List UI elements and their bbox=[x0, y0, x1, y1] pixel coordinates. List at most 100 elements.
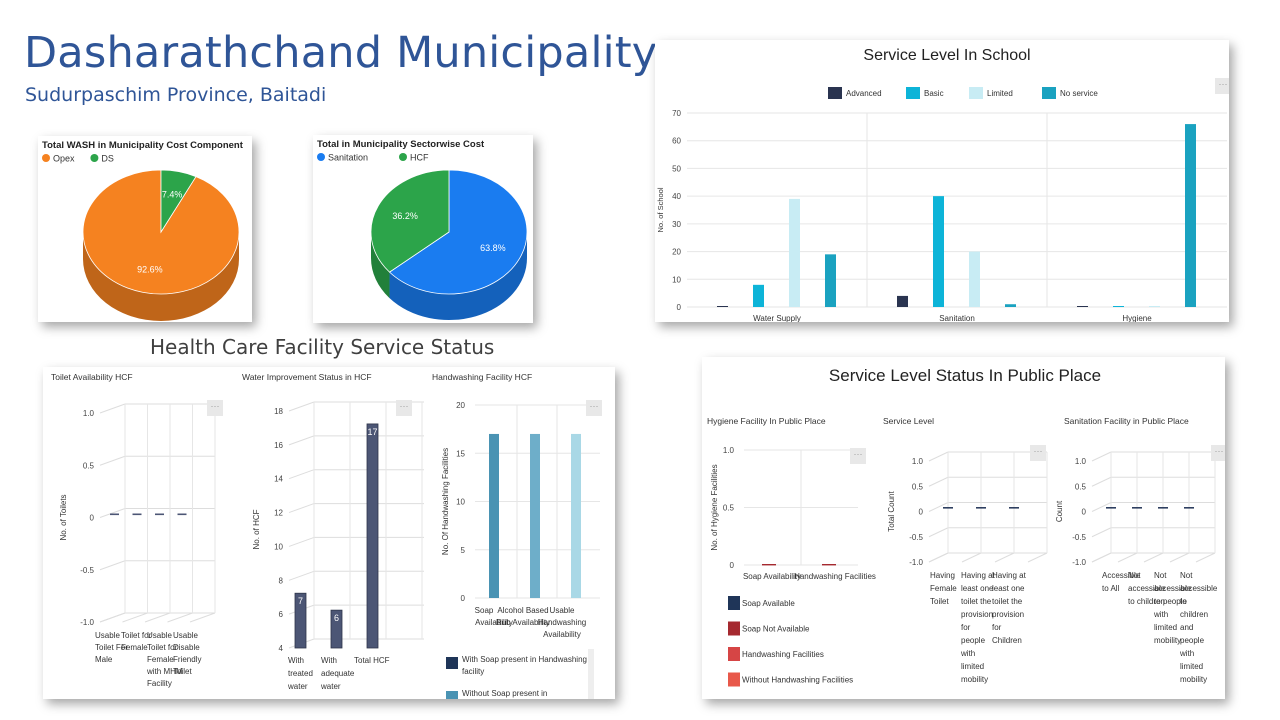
panel-title: Service Level Status In Public Place bbox=[829, 366, 1101, 385]
menu-icon[interactable]: ··· bbox=[1030, 445, 1046, 461]
menu-icon[interactable]: ··· bbox=[850, 448, 866, 464]
bar bbox=[897, 295, 908, 307]
bar bbox=[1158, 507, 1168, 509]
x-tick-label: and bbox=[1180, 623, 1193, 632]
bar bbox=[1113, 306, 1124, 307]
chart-title: Hygiene Facility In Public Place bbox=[707, 416, 826, 426]
bar bbox=[110, 513, 119, 516]
y-tick-label: 0.5 bbox=[912, 482, 924, 491]
pie-slice bbox=[370, 169, 450, 273]
legend-label: Soap Not Available bbox=[742, 625, 810, 634]
x-tick-label: Female bbox=[930, 584, 957, 593]
y-axis-label: No. of Hygiene Facilities bbox=[710, 464, 719, 550]
x-tick-label: Toilet for bbox=[121, 631, 152, 640]
x-tick-label: Children bbox=[992, 636, 1022, 645]
x-tick-label: people bbox=[1180, 636, 1205, 645]
grid-line bbox=[99, 403, 126, 414]
x-tick-label: Not bbox=[1128, 571, 1141, 580]
y-tick-label: -1.0 bbox=[80, 618, 94, 627]
legend-marker bbox=[728, 647, 740, 661]
legend-marker bbox=[728, 672, 740, 687]
menu-icon[interactable]: ··· bbox=[1215, 78, 1229, 94]
x-tick-label: Availability bbox=[475, 618, 513, 627]
legend-marker bbox=[399, 153, 407, 161]
legend-marker bbox=[90, 154, 99, 162]
x-tick-label: to bbox=[1180, 597, 1187, 606]
grid-line bbox=[1091, 476, 1112, 487]
school-service-card: Service Level In School Advanced Basic Limi… bbox=[655, 40, 1229, 322]
legend-marker bbox=[1042, 87, 1056, 99]
public-place-charts: Service Level Status In Public Place Hygi… bbox=[707, 366, 1218, 687]
y-tick-label: 30 bbox=[672, 220, 681, 229]
legend-label: Soap Available bbox=[742, 599, 795, 608]
x-tick-label: Alcohol Based bbox=[497, 606, 548, 615]
y-tick-label: 0 bbox=[1082, 508, 1087, 517]
menu-icon[interactable]: ··· bbox=[586, 400, 602, 416]
y-tick-label: 1.0 bbox=[912, 457, 924, 466]
bar-value-label: 7 bbox=[298, 596, 303, 606]
menu-icon[interactable]: ··· bbox=[1211, 445, 1225, 461]
y-tick-label: 1.0 bbox=[83, 409, 95, 418]
y-tick-label: 40 bbox=[672, 192, 681, 201]
bar bbox=[1149, 306, 1160, 307]
legend-label: Basic bbox=[924, 89, 944, 98]
legend-marker bbox=[446, 657, 458, 669]
y-axis-label: No. of Toilets bbox=[59, 494, 68, 540]
x-tick-label: children bbox=[1180, 610, 1208, 619]
y-tick-label: 18 bbox=[274, 407, 283, 416]
y-tick-label: 0.5 bbox=[723, 504, 735, 513]
legend-label: Without Handwashing Facilities bbox=[742, 676, 853, 685]
x-tick-label: Not bbox=[1154, 571, 1167, 580]
grid-line bbox=[99, 560, 126, 571]
x-tick-label: Accessible bbox=[1102, 571, 1141, 580]
grid-line bbox=[994, 552, 1015, 563]
x-tick-label: Having bbox=[930, 571, 955, 580]
x-tick-label: accessible bbox=[1128, 584, 1166, 593]
grid-line bbox=[167, 612, 193, 623]
legend-scrollbar[interactable] bbox=[588, 649, 594, 699]
legend-marker bbox=[42, 154, 50, 162]
grid-line bbox=[928, 451, 949, 462]
x-tick-label: Sanitation bbox=[939, 314, 975, 322]
x-tick-label: with MHM bbox=[146, 667, 183, 676]
y-tick-label: 10 bbox=[672, 275, 681, 284]
x-tick-label: treated bbox=[288, 669, 313, 678]
bar bbox=[717, 306, 728, 307]
x-tick-label: Handwashing bbox=[538, 618, 586, 627]
pie-slice-side bbox=[371, 232, 390, 299]
x-tick-label: Availability bbox=[543, 630, 581, 639]
grid-line bbox=[928, 476, 949, 487]
y-axis-label: Count bbox=[1055, 500, 1064, 522]
y-tick-label: 14 bbox=[274, 475, 283, 484]
bar bbox=[1077, 306, 1088, 307]
y-tick-label: 6 bbox=[279, 610, 284, 619]
x-tick-label: mobility bbox=[1154, 636, 1181, 645]
x-tick-label: With bbox=[288, 656, 304, 665]
pie-cost-component-chart: Total WASH in Municipality Cost Componen… bbox=[42, 140, 244, 321]
menu-icon[interactable]: ··· bbox=[396, 400, 412, 416]
menu-icon[interactable]: ··· bbox=[207, 400, 223, 416]
x-tick-label: Disable bbox=[173, 643, 200, 652]
x-tick-label: Water Supply bbox=[753, 314, 801, 322]
x-tick-label: with bbox=[1153, 610, 1168, 619]
pie-slice bbox=[160, 169, 197, 234]
bar bbox=[132, 513, 142, 516]
hcf-status-card: Toilet Availability HCF -1.0 -0.5 0 0.5 1.0 No… bbox=[43, 367, 615, 699]
legend-label: facility bbox=[462, 667, 484, 676]
x-tick-label: Male bbox=[95, 655, 113, 664]
x-tick-label: provision bbox=[992, 610, 1024, 619]
y-tick-label: 10 bbox=[456, 498, 465, 507]
page-title: Dasharathchand Municipality bbox=[24, 28, 658, 78]
legend-label: Advanced bbox=[846, 89, 882, 98]
x-tick-label: Toilet bbox=[173, 667, 192, 676]
pie-cost-component-card: Total WASH in Municipality Cost Componen… bbox=[38, 136, 252, 322]
chart-title: Service Level In School bbox=[863, 47, 1030, 64]
x-tick-label: to All bbox=[1102, 584, 1120, 593]
x-tick-label: Soap bbox=[475, 606, 494, 615]
x-tick-label: Female bbox=[147, 655, 174, 664]
y-tick-label: -1.0 bbox=[1072, 558, 1086, 567]
grid-line bbox=[961, 552, 982, 563]
y-tick-label: 16 bbox=[274, 441, 283, 450]
y-tick-label: 60 bbox=[672, 137, 681, 146]
legend-label: Limited bbox=[987, 89, 1013, 98]
